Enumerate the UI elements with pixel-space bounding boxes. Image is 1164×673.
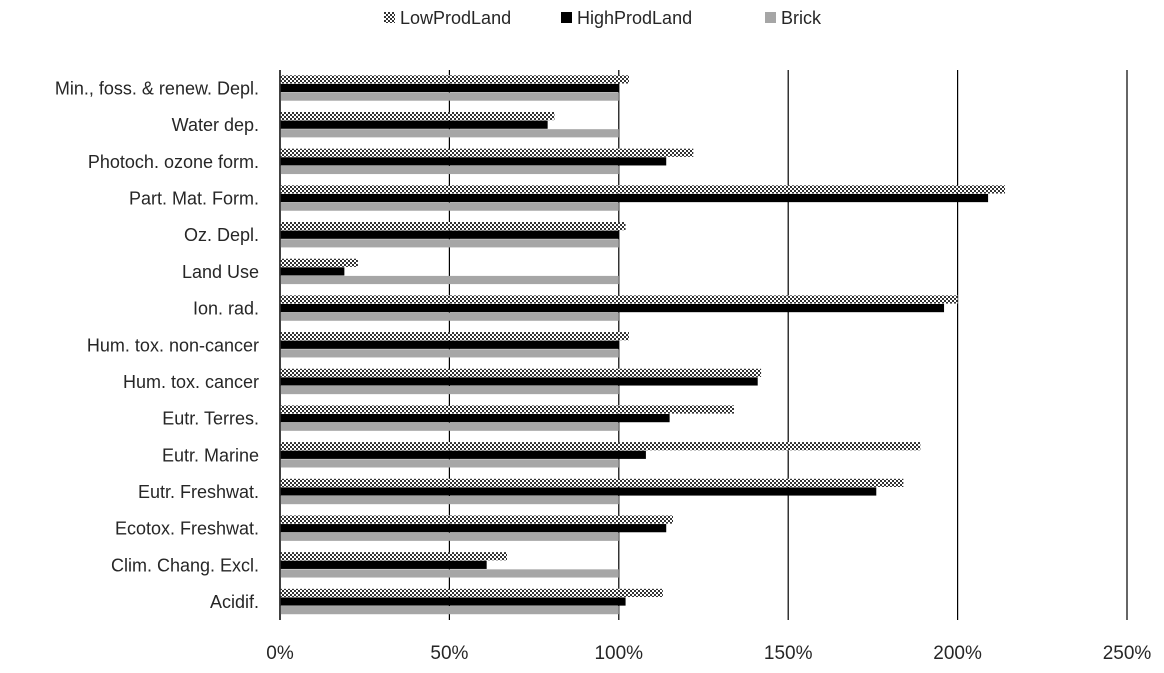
category-label: Hum. tox. cancer xyxy=(123,372,259,392)
category-label: Min., foss. & renew. Depl. xyxy=(55,79,259,99)
category-label: Eutr. Freshwat. xyxy=(138,482,259,502)
category-label: Ecotox. Freshwat. xyxy=(115,519,259,539)
legend-label: Brick xyxy=(781,8,822,28)
category-label: Eutr. Marine xyxy=(162,445,259,465)
category-label: Clim. Chang. Excl. xyxy=(111,555,259,575)
bar-brick xyxy=(280,202,619,211)
bar-highprodland xyxy=(280,193,989,203)
legend-swatch-lowprodland xyxy=(384,12,395,23)
bar-brick xyxy=(280,532,619,541)
bar-highprodland xyxy=(280,83,619,93)
bar-lowprodland xyxy=(280,332,629,341)
x-tick-label: 0% xyxy=(266,643,294,664)
category-label: Photoch. ozone form. xyxy=(88,152,259,172)
bar-highprodland xyxy=(280,340,619,349)
category-labels: Min., foss. & renew. Depl. Water dep. Phot… xyxy=(55,79,259,613)
legend-label: LowProdLand xyxy=(400,8,511,28)
x-tick-label: 250% xyxy=(1103,643,1152,664)
bar-lowprodland xyxy=(280,185,1006,194)
bar-highprodland xyxy=(280,414,670,423)
bar-lowprodland xyxy=(280,222,626,231)
bar-brick xyxy=(280,92,619,101)
bar-lowprodland xyxy=(280,552,507,561)
bar-brick xyxy=(280,495,619,505)
bar-highprodland xyxy=(280,450,646,459)
bar-lowprodland xyxy=(280,515,674,524)
bar-highprodland xyxy=(280,524,667,533)
bar-brick xyxy=(280,275,619,285)
legend-label: HighProdLand xyxy=(577,8,692,28)
bar-lowprodland xyxy=(280,258,358,267)
x-tick-label: 100% xyxy=(594,643,643,664)
bar-highprodland xyxy=(280,267,345,276)
bar-lowprodland xyxy=(280,368,762,377)
bar-highprodland xyxy=(280,560,487,569)
x-tick-label: 50% xyxy=(430,643,468,664)
category-label: Part. Mat. Form. xyxy=(129,189,259,209)
bar-highprodland xyxy=(280,303,945,313)
bar-lowprodland xyxy=(280,295,958,304)
bar-brick xyxy=(280,606,619,615)
bar-lowprodland xyxy=(280,478,904,487)
bar-highprodland xyxy=(280,120,548,129)
category-label: Land Use xyxy=(182,262,259,282)
category-label: Hum. tox. non-cancer xyxy=(87,335,259,355)
bar-brick xyxy=(280,569,619,578)
bar-highprodland xyxy=(280,377,758,386)
bar-highprodland xyxy=(280,597,626,606)
bar-brick xyxy=(280,165,619,175)
bar-lowprodland xyxy=(280,588,663,598)
category-label: Ion. rad. xyxy=(193,299,259,319)
bar-brick xyxy=(280,422,619,431)
bar-lowprodland xyxy=(280,75,629,84)
x-tick-label: 200% xyxy=(933,643,982,664)
bar-brick xyxy=(280,459,619,468)
bar-lowprodland xyxy=(280,111,555,121)
legend-swatch-brick xyxy=(765,12,776,23)
legend-swatch-highprodland xyxy=(561,12,572,23)
bar-lowprodland xyxy=(280,148,694,157)
bar-brick xyxy=(280,129,619,138)
bar-highprodland xyxy=(280,487,877,496)
legend: LowProdLand HighProdLand Brick xyxy=(384,8,822,28)
bars xyxy=(280,75,1006,615)
bar-brick xyxy=(280,349,619,358)
bar-highprodland xyxy=(280,230,619,239)
bar-brick xyxy=(280,385,619,395)
category-label: Water dep. xyxy=(172,115,259,135)
bar-brick xyxy=(280,312,619,321)
category-label: Acidif. xyxy=(210,592,259,612)
category-label: Eutr. Terres. xyxy=(162,409,259,429)
bar-lowprodland xyxy=(280,405,734,414)
bar-highprodland xyxy=(280,157,667,166)
bar-lowprodland xyxy=(280,442,921,451)
x-axis-tick-labels: 0% 50% 100% 150% 200% 250% xyxy=(266,643,1151,664)
bar-brick xyxy=(280,239,619,248)
category-label: Oz. Depl. xyxy=(184,225,259,245)
x-tick-label: 150% xyxy=(764,643,813,664)
